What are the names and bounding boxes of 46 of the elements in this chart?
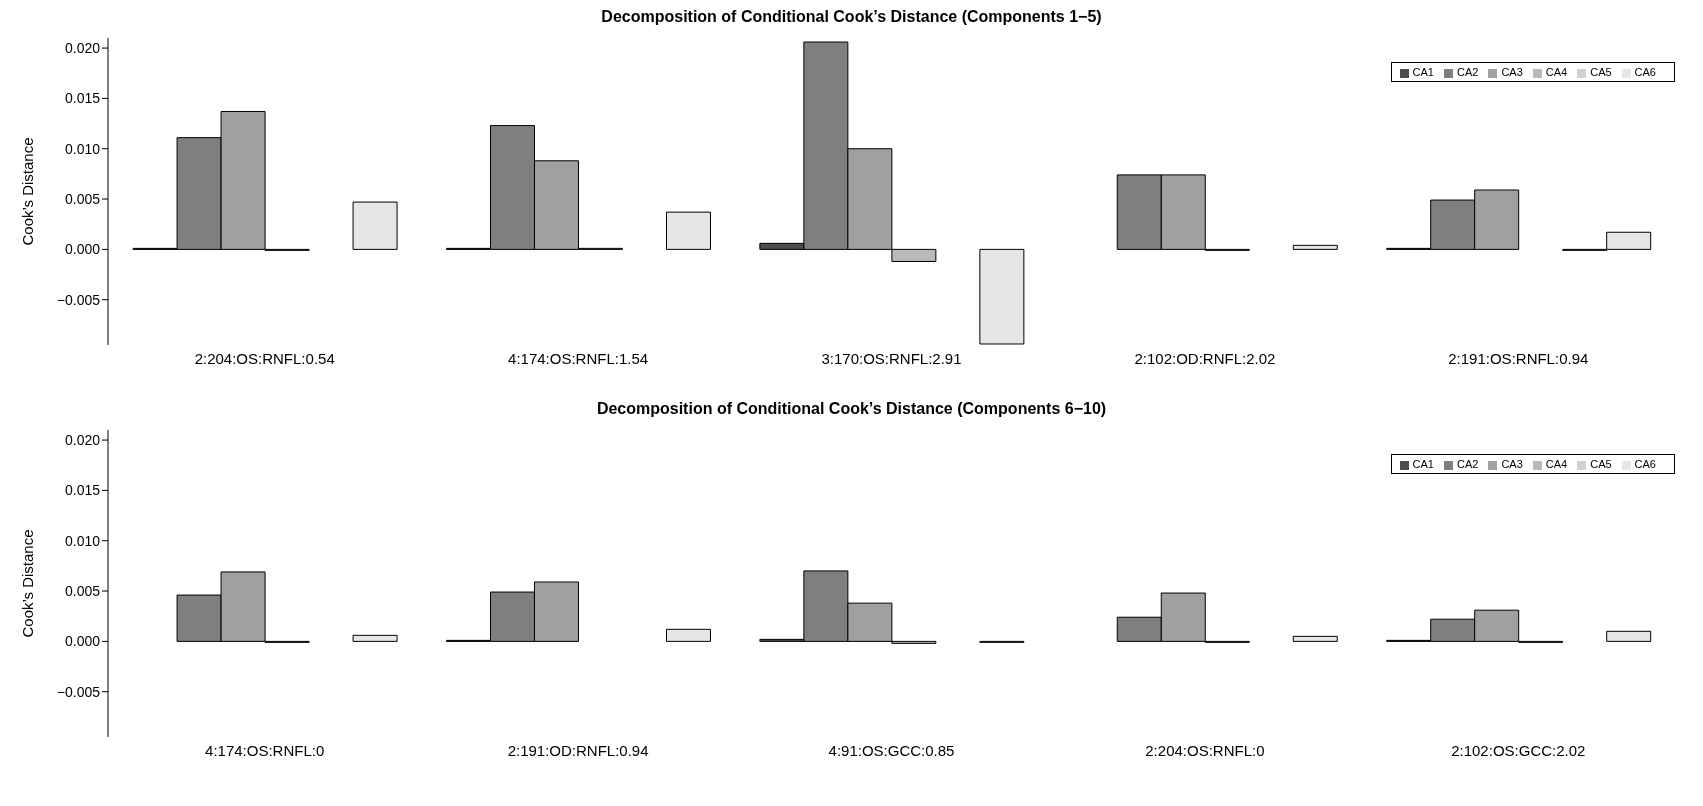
chart-title: Decomposition of Conditional Cook’s Distance (Components 6−10)	[595, 400, 1108, 419]
legend-label: CA2	[1456, 458, 1479, 470]
legend-label: CA1	[1412, 66, 1434, 78]
y-tick-label: −0.005	[56, 683, 101, 700]
y-tick-label: 0.015	[64, 482, 101, 499]
x-tick-label: 4:91:OS:GCC:0.85	[828, 741, 955, 759]
y-tick-label: 0.000	[64, 633, 101, 650]
x-tick-label: 2:204:OS:RNFL:0	[1145, 741, 1265, 759]
x-tick-label: 2:191:OS:RNFL:0.94	[1448, 349, 1589, 367]
y-tick-label: 0.020	[64, 432, 101, 449]
legend-label: CA1	[1412, 458, 1434, 470]
y-tick-label: −0.005	[56, 291, 101, 308]
x-tick-label: 3:170:OS:RNFL:2.91	[821, 349, 962, 367]
x-tick-label: 2:102:OD:RNFL:2.02	[1134, 349, 1276, 367]
bar	[1606, 630, 1652, 642]
bar	[352, 634, 398, 642]
legend-label: CA3	[1501, 458, 1523, 470]
legend-label: CA4	[1545, 458, 1568, 470]
y-tick-label: 0.020	[64, 40, 101, 57]
y-tick-label: 0.005	[64, 583, 101, 600]
legend-label: CA5	[1590, 66, 1612, 78]
bar	[1292, 635, 1338, 642]
y-tick-label: 0.005	[64, 191, 101, 208]
y-tick-label: 0.015	[64, 90, 101, 107]
y-tick-label: 0.000	[64, 241, 101, 258]
bar	[352, 201, 398, 250]
chart-title: Decomposition of Conditional Cook’s Distance (Components 1−5)	[600, 8, 1103, 27]
y-tick-label: 0.010	[64, 140, 101, 157]
legend-label: CA3	[1501, 66, 1523, 78]
bar	[665, 211, 711, 250]
legend-label: CA4	[1545, 66, 1568, 78]
x-tick-label: 2:102:OS:GCC:2.02	[1451, 741, 1586, 759]
x-tick-label: 4:174:OS:RNFL:1.54	[508, 349, 649, 367]
y-axis-title: Cook’s Distance	[19, 529, 37, 638]
x-tick-label: 2:204:OS:RNFL:0.54	[194, 349, 335, 367]
bar	[665, 628, 711, 642]
bar	[1292, 244, 1338, 250]
y-tick-label: 0.010	[64, 532, 101, 549]
bar	[979, 248, 1025, 345]
x-tick-label: 4:174:OS:RNFL:0	[205, 741, 325, 759]
legend-label: CA2	[1456, 66, 1479, 78]
legend-label: CA6	[1634, 458, 1656, 470]
legend-label: CA6	[1634, 66, 1656, 78]
legend-label: CA5	[1590, 458, 1612, 470]
x-tick-label: 2:191:OD:RNFL:0.94	[507, 741, 649, 759]
y-axis-title: Cook’s Distance	[19, 137, 37, 246]
